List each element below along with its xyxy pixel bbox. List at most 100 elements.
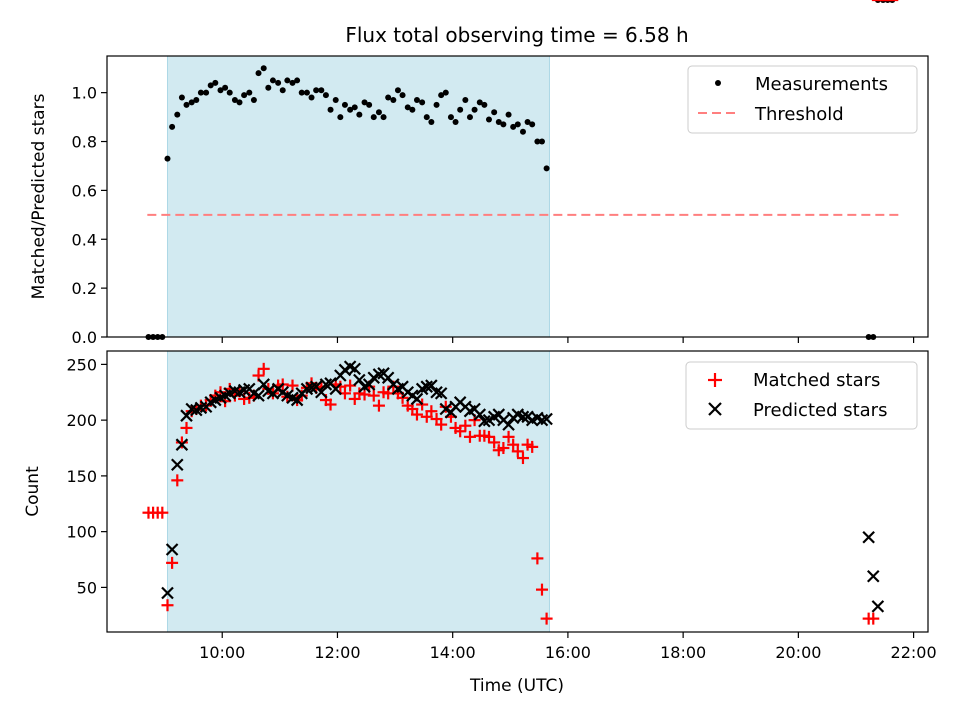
predicted-star-point-b xyxy=(343,360,357,373)
predicted-star-point-b xyxy=(430,385,443,399)
predicted-star-point xyxy=(535,413,549,427)
predicted-star-point-b xyxy=(362,378,376,391)
predicted-star-point-b xyxy=(502,418,515,431)
bottom-legend: Matched stars Predicted stars xyxy=(685,361,918,430)
measurement-point xyxy=(438,92,445,99)
bottom-y-ticks: 50 100 150 200 250 xyxy=(66,355,107,597)
measurement-point xyxy=(543,165,550,172)
measurement-point xyxy=(255,70,262,77)
measurement-points xyxy=(145,0,896,340)
measurement-point xyxy=(318,87,325,94)
predicted-star-point xyxy=(319,378,333,391)
measurement-point xyxy=(269,77,276,84)
matched-star-point xyxy=(166,556,179,569)
matched-star-point xyxy=(531,552,544,565)
matched-star-point xyxy=(511,445,524,458)
top-y-tick-label: 0.8 xyxy=(72,133,97,152)
predicted-star-point-b xyxy=(247,387,261,400)
measurement-point xyxy=(236,99,243,106)
measurement-point xyxy=(322,92,329,99)
top-panel: 0.0 0.2 0.4 0.6 0.8 1.0 Matched/Predicted sta… xyxy=(29,0,929,347)
measurement-point xyxy=(347,106,354,113)
predicted-star-point xyxy=(348,362,362,376)
matched-star-point xyxy=(497,442,510,455)
predicted-star-point-b xyxy=(439,402,453,416)
measurement-point xyxy=(197,89,204,96)
measurement-point xyxy=(188,99,195,106)
matched-star-point xyxy=(435,418,448,431)
predicted-star-point-b xyxy=(381,371,395,385)
measurement-point xyxy=(481,101,488,108)
measurement-point xyxy=(275,79,282,86)
measurement-point xyxy=(399,92,406,99)
top-y-tick-label: 0.0 xyxy=(72,328,97,347)
measurement-point xyxy=(284,77,291,84)
predicted-star-point-b xyxy=(473,408,487,421)
predicted-star-point xyxy=(290,393,304,407)
predicted-star-point-b xyxy=(165,543,179,556)
measurement-point xyxy=(491,109,498,116)
matched-star-point xyxy=(867,612,880,625)
bottom-legend-box xyxy=(685,361,918,430)
predicted-star-point xyxy=(171,458,184,472)
predicted-star-point-b xyxy=(185,402,198,416)
matched-star-point xyxy=(507,438,520,451)
measurement-point xyxy=(385,94,392,101)
top-x-ticks xyxy=(221,337,915,343)
predicted-star-point-b xyxy=(862,530,875,544)
predicted-star-point-b xyxy=(348,362,362,376)
measurement-point xyxy=(361,99,368,106)
predicted-star-point-b xyxy=(257,378,270,391)
x-tick-label: 10:00 xyxy=(199,643,245,662)
measurement-point xyxy=(524,118,531,125)
measurement-point xyxy=(203,89,210,96)
matched-star-point xyxy=(410,408,423,421)
predicted-star-point-b xyxy=(420,380,434,393)
top-legend: Measurements Threshold xyxy=(687,65,918,134)
predicted-star-point-b xyxy=(372,368,386,381)
measurement-point xyxy=(303,89,310,96)
predicted-star-point-b xyxy=(252,389,265,402)
predicted-star-point xyxy=(362,378,376,391)
top-legend-box xyxy=(687,65,918,134)
measurement-point xyxy=(332,96,339,103)
x-tick-label: 22:00 xyxy=(891,643,937,662)
predicted-star-point xyxy=(252,389,265,402)
matched-star-point xyxy=(502,430,515,443)
predicted-star-point-b xyxy=(478,414,491,428)
matched-star-point xyxy=(482,430,495,443)
measurement-point xyxy=(174,111,181,118)
measurement-point xyxy=(294,77,301,84)
predicted-star-point-b xyxy=(410,392,424,406)
matched-star-point xyxy=(334,380,347,393)
predicted-star-point-b xyxy=(540,412,553,426)
matched-star-point xyxy=(171,474,184,487)
matched-star-point xyxy=(535,583,548,596)
measurement-point xyxy=(519,128,526,135)
measurement-point xyxy=(207,82,214,89)
measurement-point xyxy=(380,114,387,121)
predicted-star-point-b xyxy=(286,391,299,405)
predicted-star-point-b xyxy=(262,384,275,398)
measurement-point xyxy=(246,89,253,96)
measurement-point xyxy=(164,155,171,162)
measurement-point xyxy=(514,121,521,128)
matched-star-point xyxy=(180,421,193,434)
measurement-point xyxy=(356,111,363,118)
predicted-star-point-b xyxy=(171,458,184,472)
top-y-ticks: 0.0 0.2 0.4 0.6 0.8 1.0 xyxy=(72,84,107,347)
predicted-star-point-b xyxy=(228,384,242,398)
measurement-point xyxy=(500,121,507,128)
predicted-star-point-b xyxy=(511,408,525,421)
bottom-y-tick-label: 100 xyxy=(66,523,97,542)
matched-star-point xyxy=(516,452,529,465)
measurement-point xyxy=(327,106,334,113)
measurement-point xyxy=(193,96,200,103)
measurement-point xyxy=(279,87,286,94)
measurement-point xyxy=(366,101,373,108)
predicted-star-point xyxy=(430,385,443,399)
measurement-point xyxy=(337,114,344,121)
predicted-star-point xyxy=(516,410,530,424)
matched-star-point xyxy=(454,425,467,438)
bottom-panel: 50 100 150 200 250 10:00 12:00 14:00 16:00 18:00… xyxy=(23,0,937,696)
